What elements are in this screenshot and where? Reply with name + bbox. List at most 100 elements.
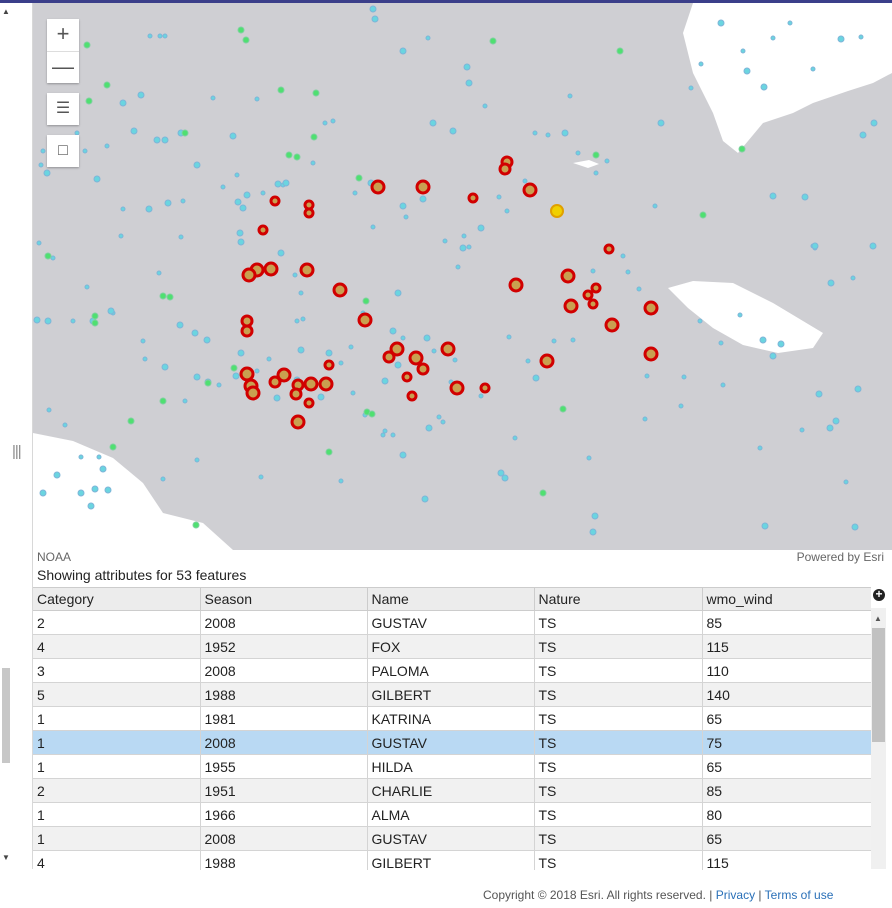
scroll-thumb[interactable]: [2, 668, 10, 763]
table-cell: GILBERT: [367, 682, 535, 707]
copyright-text: Copyright © 2018 Esri. All rights reserv…: [483, 888, 713, 902]
terms-link[interactable]: Terms of use: [764, 888, 834, 902]
footer-separator: |: [758, 888, 762, 902]
layer-list-button[interactable]: ☰: [47, 93, 79, 125]
table-cell: 115: [702, 850, 871, 870]
table-cell: 1955: [200, 754, 368, 779]
powered-by-esri[interactable]: Powered by Esri: [796, 550, 884, 564]
table-cell: 4: [33, 850, 201, 870]
table-cell: 1951: [200, 778, 368, 803]
column-header[interactable]: wmo_wind: [702, 588, 871, 611]
column-header[interactable]: Season: [200, 588, 368, 611]
table-cell: 1981: [200, 706, 368, 731]
scroll-down-arrow-icon[interactable]: ▼: [2, 853, 10, 862]
zoom-control: + —: [47, 19, 79, 83]
table-cell: GUSTAV: [367, 730, 535, 755]
table-cell: TS: [534, 658, 703, 683]
table-row[interactable]: 4 1988 GILBERT TS 115: [33, 850, 871, 870]
jamaica-landmass: [668, 281, 823, 353]
panel-splitter-handle-icon[interactable]: |||: [12, 443, 22, 460]
table-row[interactable]: 1 2008 GUSTAV TS 75: [33, 730, 871, 755]
table-cell: 2008: [200, 658, 368, 683]
table-cell: 1: [33, 754, 201, 779]
table-cell: 2008: [200, 826, 368, 851]
highlighted-storm-point: [550, 204, 564, 218]
background-points: [33, 5, 878, 536]
green-points: [44, 26, 746, 529]
table-cell: CHARLIE: [367, 778, 535, 803]
list-icon: ☰: [55, 100, 71, 117]
table-body: 2 2008 GUSTAV TS 85 4 1952 FOX TS 115 3 2008 PALOMA T…: [33, 610, 871, 870]
table-cell: 2: [33, 778, 201, 803]
map-view[interactable]: + — ☰ □: [33, 3, 892, 550]
table-cell: 4: [33, 634, 201, 659]
column-header[interactable]: Category: [33, 588, 201, 611]
scroll-up-arrow-icon[interactable]: ▲: [2, 7, 10, 16]
table-cell: 1: [33, 730, 201, 755]
select-tool-button[interactable]: □: [47, 135, 79, 167]
table-cell: PALOMA: [367, 658, 535, 683]
table-scroll-thumb[interactable]: [872, 628, 885, 742]
privacy-link[interactable]: Privacy: [715, 888, 756, 902]
table-cell: TS: [534, 706, 703, 731]
table-cell: 2008: [200, 610, 368, 635]
selected-storm-points: [239, 155, 659, 430]
table-cell: 110: [702, 658, 871, 683]
scroll-up-arrow-icon[interactable]: ▲: [874, 614, 882, 623]
square-select-icon: □: [58, 142, 68, 159]
table-row[interactable]: 4 1952 FOX TS 115: [33, 634, 871, 659]
table-row[interactable]: 5 1988 GILBERT TS 140: [33, 682, 871, 707]
table-cell: TS: [534, 754, 703, 779]
table-cell: TS: [534, 730, 703, 755]
table-row[interactable]: 2 2008 GUSTAV TS 85: [33, 610, 871, 635]
hispaniola-edge-landmass: [33, 433, 233, 550]
table-row[interactable]: 1 1955 HILDA TS 65: [33, 754, 871, 779]
map-attribution-bar: NOAA Powered by Esri: [33, 550, 892, 566]
table-cell: TS: [534, 682, 703, 707]
attribution-source: NOAA: [37, 550, 72, 564]
feature-table: Category Season Name Nature wmo_wind 2 20…: [33, 587, 871, 870]
small-island-landmass: [573, 160, 599, 168]
table-cell: TS: [534, 610, 703, 635]
table-cell: 65: [702, 826, 871, 851]
table-cell: 1: [33, 706, 201, 731]
cuba-landmass: [683, 3, 892, 153]
zoom-out-button[interactable]: —: [47, 51, 79, 84]
map-canvas: [33, 3, 892, 550]
top-accent-bar: [0, 0, 892, 3]
table-cell: TS: [534, 850, 703, 870]
table-vertical-scrollbar[interactable]: ▲: [871, 608, 886, 869]
footer: Copyright © 2018 Esri. All rights reserv…: [483, 888, 833, 902]
left-panel-scrollbar[interactable]: ▲ ▼ |||: [0, 3, 33, 869]
table-header-row: Category Season Name Nature wmo_wind: [33, 588, 871, 611]
table-cell: TS: [534, 826, 703, 851]
table-cell: 140: [702, 682, 871, 707]
table-options-plus-icon[interactable]: +: [873, 588, 885, 601]
table-row[interactable]: 2 1951 CHARLIE TS 85: [33, 778, 871, 803]
table-cell: 3: [33, 658, 201, 683]
table-cell: 1988: [200, 850, 368, 870]
table-cell: TS: [534, 634, 703, 659]
table-cell: GILBERT: [367, 850, 535, 870]
table-cell: 80: [702, 802, 871, 827]
table-cell: 1988: [200, 682, 368, 707]
column-header[interactable]: Name: [367, 588, 535, 611]
table-row[interactable]: 1 1981 KATRINA TS 65: [33, 706, 871, 731]
table-cell: 85: [702, 778, 871, 803]
table-row[interactable]: 1 1966 ALMA TS 80: [33, 802, 871, 827]
zoom-in-button[interactable]: +: [56, 21, 70, 46]
table-cell: 115: [702, 634, 871, 659]
table-cell: 1: [33, 802, 201, 827]
table-row[interactable]: 1 2008 GUSTAV TS 65: [33, 826, 871, 851]
table-cell: 2: [33, 610, 201, 635]
table-row[interactable]: 3 2008 PALOMA TS 110: [33, 658, 871, 683]
table-cell: 1966: [200, 802, 368, 827]
table-cell: HILDA: [367, 754, 535, 779]
table-cell: 1: [33, 826, 201, 851]
table-cell: 5: [33, 682, 201, 707]
table-cell: FOX: [367, 634, 535, 659]
column-header[interactable]: Nature: [534, 588, 703, 611]
feature-table-title: Showing attributes for 53 features: [37, 567, 247, 583]
table-cell: GUSTAV: [367, 610, 535, 635]
